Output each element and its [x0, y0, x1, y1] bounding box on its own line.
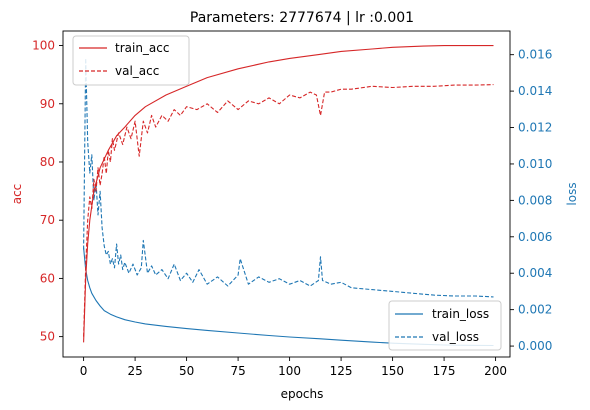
legend-loss-box [388, 300, 502, 351]
axes: 0 25 50 75 100 125 150 175 200 50 60 70 80 90 100 0.000… [32, 30, 552, 378]
y-left-tick-label: 100 [32, 39, 55, 53]
series-val-acc-line [83, 84, 494, 337]
legend-acc: train_acc val_acc [72, 35, 190, 86]
legend-val-loss-label: val_loss [432, 330, 479, 344]
y-right-tick-label: 0.002 [518, 303, 552, 317]
y-right-tick-label: 0.000 [518, 339, 552, 353]
y-right-tick-label: 0.008 [518, 193, 552, 207]
y-right-tick-label: 0.004 [518, 266, 552, 280]
x-axis-label: epochs [281, 387, 324, 401]
legend-train-loss-label: train_loss [432, 307, 489, 321]
series-train-loss-line [83, 247, 494, 347]
x-tick-label: 175 [433, 364, 456, 378]
y-left-tick-label: 70 [40, 213, 55, 227]
x-tick-label: 200 [484, 364, 507, 378]
x-tick-label: 100 [278, 364, 301, 378]
legend-loss: train_loss val_loss [388, 300, 502, 351]
x-tick-label: 0 [80, 364, 88, 378]
series-train-acc-line [83, 45, 494, 343]
y-right-tick-label: 0.014 [518, 84, 552, 98]
y-right-tick-label: 0.010 [518, 157, 552, 171]
legend-train-acc-label: train_acc [115, 41, 169, 55]
y-right-tick-label: 0.012 [518, 121, 552, 135]
y-axis-label-left: acc [10, 184, 24, 205]
y-right-tick-label: 0.006 [518, 230, 552, 244]
legend-val-acc-label: val_acc [115, 64, 159, 78]
y-axis-label-right: loss [565, 182, 579, 205]
y-left-tick-label: 90 [40, 97, 55, 111]
x-tick-label: 25 [127, 364, 142, 378]
plot-area [83, 45, 494, 347]
x-tick-label: 75 [230, 364, 245, 378]
y-right-tick-label: 0.016 [518, 48, 552, 62]
y-left-tick-label: 60 [40, 271, 55, 285]
x-tick-label: 125 [330, 364, 353, 378]
x-tick-label: 150 [381, 364, 404, 378]
y-left-tick-label: 80 [40, 155, 55, 169]
series-val-loss-line [83, 57, 494, 298]
y-left-tick-label: 50 [40, 330, 55, 344]
chart-title: Parameters: 2777674 | lr :0.001 [190, 10, 414, 26]
x-tick-label: 50 [179, 364, 194, 378]
plot-frame [62, 30, 511, 358]
